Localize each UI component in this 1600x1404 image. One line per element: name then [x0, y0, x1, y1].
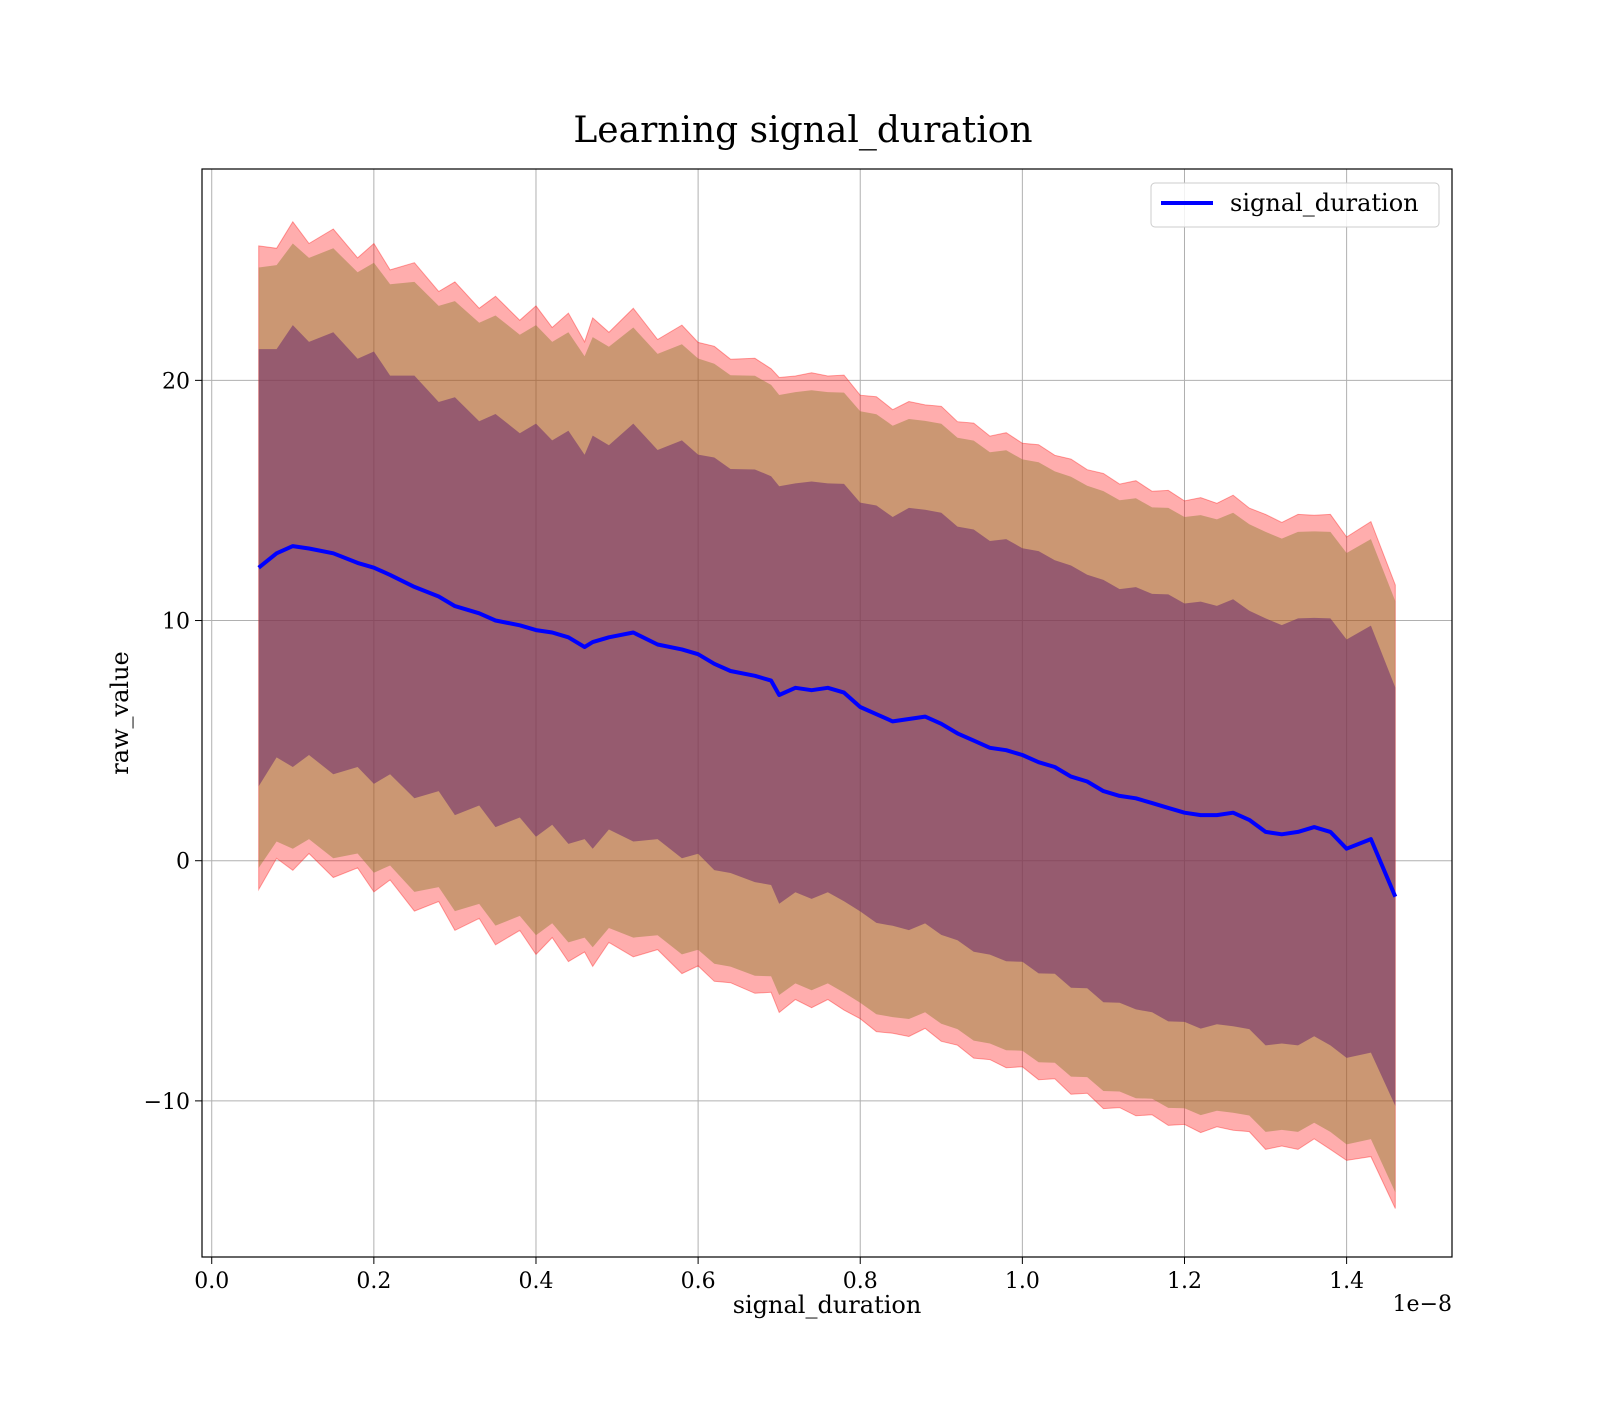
confidence-bands [258, 220, 1396, 1209]
plot-frame [201, 168, 1453, 1258]
y-axis-ticks: −10 0 10 20 [144, 369, 202, 1115]
y-tick-label: −10 [144, 1090, 190, 1115]
chart-title: Learning signal_duration [573, 110, 1032, 151]
y-tick-label: 0 [176, 850, 190, 875]
y-tick-label: 20 [162, 369, 190, 394]
x-tick-label: 0.2 [356, 1269, 391, 1294]
x-tick-label: 0.8 [843, 1269, 878, 1294]
x-tick-label: 0.0 [194, 1269, 229, 1294]
x-axis-offset-text: 1e−8 [1393, 1292, 1452, 1317]
x-tick-label: 1.4 [1329, 1269, 1364, 1294]
band-inner [258, 325, 1396, 1106]
x-tick-label: 0.6 [681, 1269, 716, 1294]
y-tick-label: 10 [162, 610, 190, 635]
series-lines [257, 544, 1398, 898]
x-axis-label: signal_duration [733, 1291, 922, 1319]
legend: signal_duration [1150, 182, 1440, 228]
x-axis-ticks: 0.0 0.2 0.4 0.6 0.8 1.0 1.2 1.4 [194, 1257, 1364, 1294]
x-tick-label: 1.0 [1005, 1269, 1040, 1294]
series-line-signal_duration [257, 544, 1398, 898]
legend-label: signal_duration [1230, 189, 1419, 217]
x-tick-label: 0.4 [518, 1269, 553, 1294]
legend-box [1150, 182, 1440, 228]
y-axis-label: raw_value [106, 651, 134, 775]
x-tick-label: 1.2 [1167, 1269, 1202, 1294]
